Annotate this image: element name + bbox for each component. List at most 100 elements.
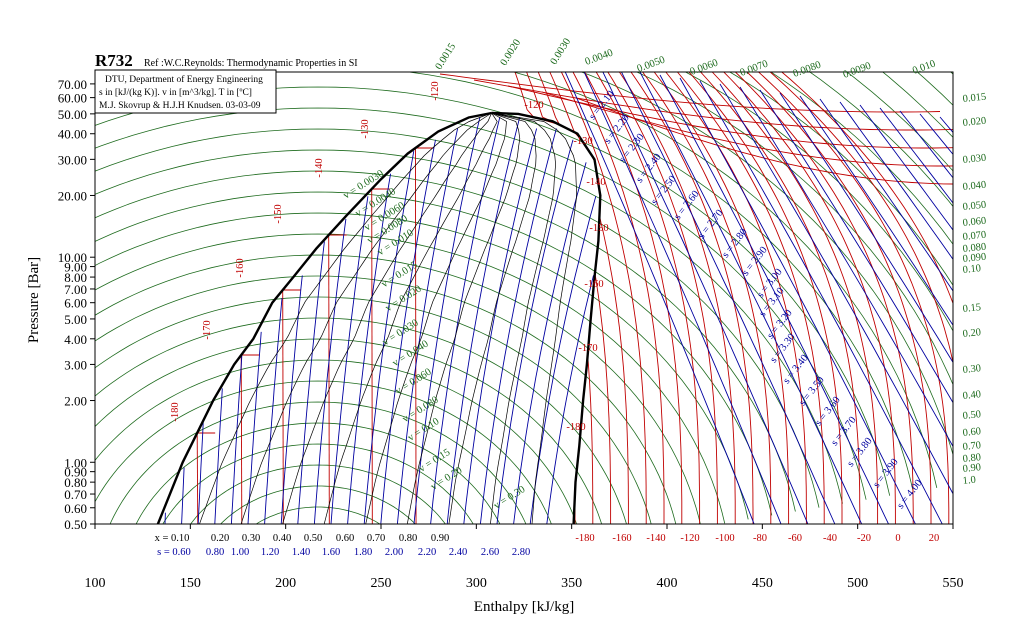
volume-right-label: 0.070: [962, 230, 987, 243]
temperature-bottom-label: -40: [823, 533, 837, 544]
y-tick-label: 0.80: [64, 475, 87, 490]
quality-label: 0.20: [211, 533, 229, 544]
volume-right-label: 0.60: [962, 426, 981, 439]
x-tick-label: 400: [657, 576, 678, 591]
isotherm-vapor: [688, 72, 843, 524]
x-tick-label: 550: [943, 576, 964, 591]
temperature-curve-label: -130: [360, 119, 371, 138]
y-tick-label: 0.50: [64, 517, 87, 532]
isochore-line: [95, 149, 820, 508]
entropy-bottom-label: 2.00: [385, 547, 403, 558]
temperature-curve-label: -150: [273, 204, 284, 223]
volume-right-label: 0.10: [962, 263, 981, 276]
info-line-3: M.J. Skovrup & H.J.H Knudsen. 03-03-09: [99, 101, 261, 111]
temperature-bottom-label: -160: [612, 533, 631, 544]
entropy-bottom-label: s = 0.60: [157, 547, 191, 558]
y-tick-label: 4.00: [64, 332, 87, 347]
isotherm-supercritical: [473, 79, 953, 131]
quality-line: [240, 112, 492, 524]
isotherm-vapor: [560, 72, 647, 524]
y-tick-label: 1.00: [64, 455, 87, 470]
isentrope-two-phase: [197, 422, 204, 524]
x-tick-label: 200: [275, 576, 296, 591]
plot-border: [94, 71, 954, 525]
isochore-line: [95, 212, 749, 520]
info-line-2: s in [kJ/(kg K)]. v in [m^3/kg]. T in [º…: [99, 87, 252, 98]
isochore-line: [220, 485, 416, 524]
x-axis-label: Enthalpy [kJ/kg]: [474, 599, 574, 615]
isotherm-vapor: [735, 72, 914, 524]
isentrope-two-phase: [264, 297, 283, 524]
isotherm-supercritical: [575, 97, 953, 185]
isotherm-vapor: [607, 72, 718, 524]
x-tick-label: 500: [847, 576, 868, 591]
isotherm-vapor: [653, 72, 790, 524]
isochore-line: [95, 317, 627, 524]
isentrope-two-phase: [430, 117, 501, 524]
quality-label: 0.30: [242, 533, 260, 544]
isochore-line: [95, 72, 914, 492]
volume-right-label: 0.90: [962, 462, 981, 475]
entropy-bottom-label: 1.00: [231, 547, 249, 558]
isotherm-vapor: [595, 72, 701, 524]
isochore-line: [95, 359, 578, 524]
isentrope-two-phase: [330, 196, 369, 524]
volume-right-label: 0.15: [962, 302, 981, 315]
isentrope-vapor: [679, 77, 916, 524]
x-tick-label: 300: [466, 576, 487, 591]
isochore-line: [728, 72, 953, 286]
isochore-line: [95, 107, 867, 500]
isentrope-two-phase: [380, 139, 436, 524]
temperature-curve-label: -140: [586, 177, 605, 188]
temperature-curve-label: -160: [235, 258, 246, 277]
isochore-line: [95, 86, 891, 496]
chart-title: R732: [95, 51, 133, 70]
isochore-line: [162, 443, 474, 524]
isentrope-two-phase: [479, 128, 557, 524]
x-tick-label: 350: [561, 576, 582, 591]
x-tick-label: 450: [752, 576, 773, 591]
isochore-line: [95, 191, 773, 516]
axis-ticks: 70.0060.0050.00 40.00 30.00 20.00 10.009.008…: [58, 77, 964, 591]
x-tick-label: 100: [85, 576, 106, 591]
x-tick-label: 150: [180, 576, 201, 591]
temperature-bottom-label: -180: [575, 533, 594, 544]
isotherm-vapor: [769, 72, 953, 365]
temperature-bottom-label: -120: [680, 533, 699, 544]
volume-right-label: 0.20: [962, 327, 981, 340]
y-tick-label: 3.00: [64, 357, 87, 372]
isentrope-two-phase: [496, 139, 574, 524]
temperature-curve-label: -180: [566, 422, 585, 433]
isotherm-supercritical: [439, 73, 941, 113]
y-tick-label: 5.00: [64, 312, 87, 327]
info-line-1: DTU, Department of Energy Engineering: [105, 74, 263, 85]
quality-label: 0.80: [399, 533, 417, 544]
isochore-line: [95, 254, 701, 524]
isentrope-vapor: [583, 72, 782, 524]
y-tick-label: 20.00: [58, 188, 87, 203]
isentrope-vapor: [564, 72, 755, 524]
entropy-bottom-label: 0.80: [206, 547, 224, 558]
y-tick-label: 8.00: [64, 270, 87, 285]
isentrope-vapor: [839, 101, 953, 261]
entropy-bottom-label: 2.20: [418, 547, 436, 558]
quality-line: [365, 112, 507, 524]
entropy-bottom-label: 1.80: [354, 547, 372, 558]
isentrope-two-phase: [347, 173, 392, 524]
saturated-vapor-line: [491, 111, 602, 525]
quality-label: 0.90: [431, 533, 449, 544]
isotherm-liquid: [240, 354, 243, 524]
quality-label: 0.70: [367, 533, 385, 544]
isotherm-vapor: [619, 72, 736, 524]
y-tick-label: 6.00: [64, 296, 87, 311]
isochore-line: [95, 128, 843, 504]
info-box: DTU, Department of Energy Engineering s …: [94, 69, 277, 114]
isentrope-two-phase: [446, 117, 521, 524]
isentrope-two-phase: [513, 162, 587, 524]
volume-right-label: 0.40: [962, 389, 981, 402]
isentrope-two-phase: [396, 128, 459, 524]
isotherm-vapor: [572, 72, 665, 524]
isentrope-vapor: [719, 83, 953, 495]
y-tick-label: 9.00: [64, 260, 87, 275]
